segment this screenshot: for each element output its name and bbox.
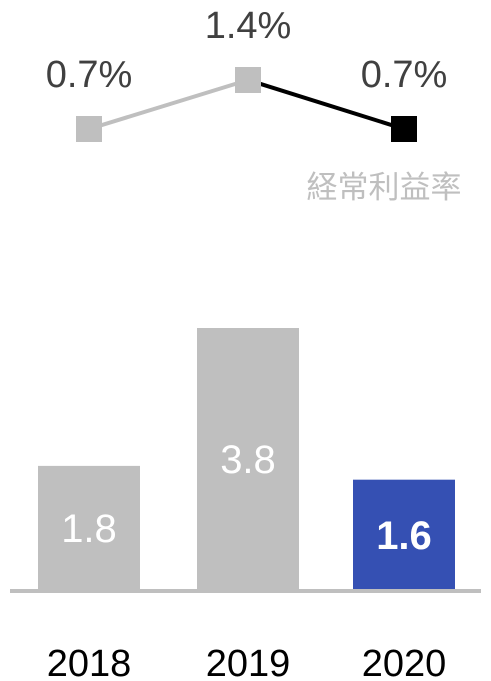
line-segment [88,78,249,131]
bar-2019 [197,328,299,590]
line-marker-2018 [76,116,102,142]
x-tick-label: 2020 [362,643,447,681]
x-tick-label: 2019 [206,643,291,681]
x-tick-label: 2018 [47,643,132,681]
bar-value-label: 3.8 [220,438,276,482]
series-label: 経常利益率 [307,170,462,206]
line-value-label: 0.7% [46,54,133,96]
line-marker-2020 [391,116,417,142]
bar-value-label: 1.6 [376,514,432,558]
line-marker-2019 [235,67,261,93]
line-value-label: 1.4% [205,5,292,47]
bar-2018 [38,465,140,590]
bar-2020 [353,479,455,590]
line-value-label: 0.7% [361,54,448,96]
bar-value-label: 1.8 [61,507,117,551]
line-segment [247,78,405,131]
